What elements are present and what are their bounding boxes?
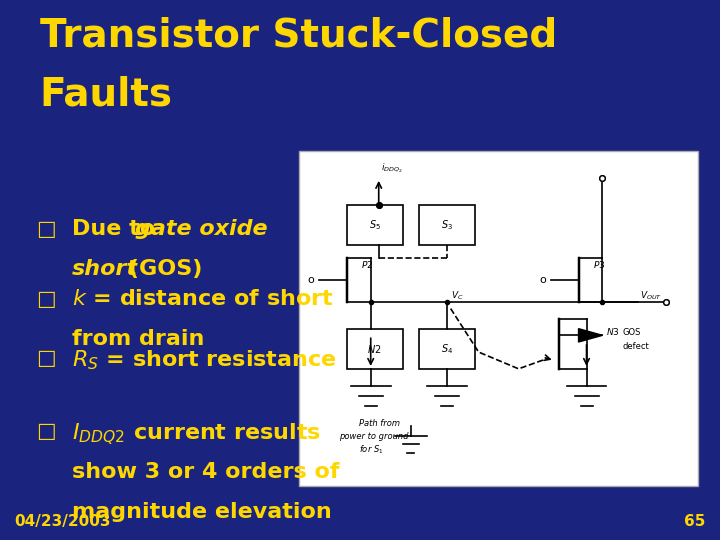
Bar xyxy=(419,205,474,245)
Text: gate oxide: gate oxide xyxy=(135,219,268,239)
Text: $V_{OUT}$: $V_{OUT}$ xyxy=(641,289,662,302)
Text: defect: defect xyxy=(623,342,649,351)
Text: $S_4$: $S_4$ xyxy=(441,342,453,356)
Text: □: □ xyxy=(36,289,55,309)
Text: $S_5$: $S_5$ xyxy=(369,218,381,232)
Text: (GOS): (GOS) xyxy=(121,259,202,279)
Text: show 3 or 4 orders of: show 3 or 4 orders of xyxy=(72,462,340,482)
Text: $S_3$: $S_3$ xyxy=(441,218,453,232)
Text: □: □ xyxy=(36,219,55,239)
Bar xyxy=(419,329,474,369)
Text: $N3$: $N3$ xyxy=(606,326,620,338)
Text: □: □ xyxy=(36,421,55,441)
Text: 65: 65 xyxy=(684,514,706,529)
Text: Transistor Stuck-Closed: Transistor Stuck-Closed xyxy=(40,16,557,54)
Text: $\mathit{I}_{\mathit{DDQ2}}$ current results: $\mathit{I}_{\mathit{DDQ2}}$ current res… xyxy=(72,421,321,447)
Text: $\mathit{R}_\mathit{S}$ = short resistance: $\mathit{R}_\mathit{S}$ = short resistan… xyxy=(72,348,337,372)
Text: power to ground: power to ground xyxy=(339,432,408,441)
Text: Path from: Path from xyxy=(359,418,400,428)
Text: short: short xyxy=(72,259,138,279)
Text: $P3$: $P3$ xyxy=(593,259,605,271)
Bar xyxy=(347,329,402,369)
Text: $V_C$: $V_C$ xyxy=(451,289,463,302)
Bar xyxy=(347,205,402,245)
Text: $N2$: $N2$ xyxy=(367,343,382,355)
Text: Faults: Faults xyxy=(40,76,173,113)
Text: GOS: GOS xyxy=(623,328,641,338)
Text: $i_{DDQ_2}$: $i_{DDQ_2}$ xyxy=(381,161,402,174)
Text: $P2$: $P2$ xyxy=(361,259,373,271)
Text: magnitude elevation: magnitude elevation xyxy=(72,502,332,522)
FancyBboxPatch shape xyxy=(299,151,698,486)
Text: Due to: Due to xyxy=(72,219,163,239)
Text: from drain: from drain xyxy=(72,329,204,349)
Polygon shape xyxy=(579,329,603,342)
Text: o: o xyxy=(539,275,546,285)
Text: $\mathit{k}$ = distance of short: $\mathit{k}$ = distance of short xyxy=(72,289,333,309)
Text: □: □ xyxy=(36,348,55,368)
Text: for $S_1$: for $S_1$ xyxy=(359,443,383,456)
Text: o: o xyxy=(307,275,314,285)
Text: 04/23/2003: 04/23/2003 xyxy=(14,514,111,529)
